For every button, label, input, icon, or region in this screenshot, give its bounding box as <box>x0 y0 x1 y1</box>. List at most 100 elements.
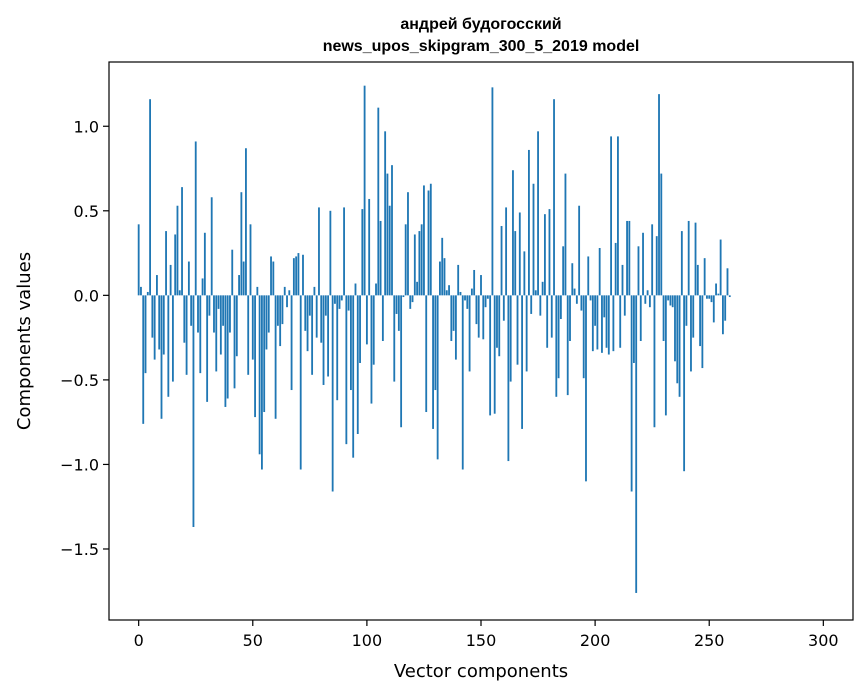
bar-115 <box>400 295 403 428</box>
bar-187 <box>564 173 567 296</box>
bar-28 <box>201 278 204 296</box>
bar-238 <box>680 231 683 296</box>
bar-225 <box>651 224 654 296</box>
bar-132 <box>439 261 441 296</box>
bar-127 <box>427 190 430 296</box>
bar-218 <box>635 295 638 593</box>
bar-79 <box>318 207 320 296</box>
bar-74 <box>306 295 309 352</box>
bar-133 <box>441 237 444 296</box>
x-tick-label: 250 <box>694 631 725 650</box>
x-tick-label: 300 <box>808 631 839 650</box>
y-tick-label: 0.0 <box>74 286 99 305</box>
bar-120 <box>411 295 414 303</box>
bar-90 <box>343 207 345 296</box>
bar-233 <box>669 295 672 306</box>
chart-title-line1: андрей будогосский <box>400 16 561 33</box>
bar-6 <box>151 295 154 338</box>
bar-45 <box>240 192 243 296</box>
bar-194 <box>580 295 583 311</box>
bar-89 <box>340 295 343 301</box>
bar-140 <box>457 264 460 296</box>
bar-178 <box>543 214 546 296</box>
bar-75 <box>308 295 311 316</box>
bar-8 <box>156 275 158 296</box>
bar-239 <box>683 295 686 472</box>
bar-240 <box>685 295 688 326</box>
bar-177 <box>541 281 544 296</box>
bar-213 <box>623 295 626 316</box>
bar-154 <box>489 295 492 416</box>
x-tick-label: 100 <box>352 631 383 650</box>
bar-183 <box>555 295 558 397</box>
bar-204 <box>603 295 606 318</box>
bar-205 <box>605 295 608 348</box>
bar-69 <box>295 256 298 296</box>
bar-99 <box>363 85 366 296</box>
bar-125 <box>423 185 425 296</box>
bar-252 <box>712 295 715 323</box>
bar-118 <box>407 192 409 296</box>
bar-116 <box>402 295 405 298</box>
bar-217 <box>633 295 635 363</box>
bar-58 <box>270 256 272 296</box>
bar-53 <box>258 295 261 455</box>
bar-258 <box>726 268 729 296</box>
bar-103 <box>372 295 375 365</box>
bar-230 <box>662 295 665 341</box>
bar-149 <box>477 295 480 338</box>
bar-42 <box>233 295 236 389</box>
bar-210 <box>617 136 619 296</box>
bar-189 <box>569 295 571 341</box>
bar-97 <box>359 295 361 363</box>
bar-212 <box>621 264 624 296</box>
bar-72 <box>302 254 304 296</box>
x-tick-label: 0 <box>134 631 144 650</box>
bar-151 <box>482 295 485 340</box>
bar-55 <box>263 295 266 413</box>
bar-165 <box>514 231 517 296</box>
x-tick-label: 50 <box>243 631 263 650</box>
bar-153 <box>486 295 489 299</box>
bar-18 <box>178 290 181 296</box>
bar-106 <box>379 220 382 296</box>
bar-188 <box>566 295 569 396</box>
bar-248 <box>703 258 706 296</box>
bar-216 <box>630 295 633 492</box>
bar-170 <box>525 295 528 372</box>
bar-87 <box>336 295 339 401</box>
bar-85 <box>331 295 334 492</box>
bar-128 <box>429 183 432 296</box>
bar-137 <box>450 295 453 341</box>
bar-126 <box>425 295 428 413</box>
bar-122 <box>416 281 419 296</box>
bar-135 <box>445 290 448 296</box>
x-tick-label: 200 <box>580 631 611 650</box>
bar-176 <box>539 295 542 316</box>
bar-44 <box>238 275 240 296</box>
bar-234 <box>671 295 674 308</box>
bar-100 <box>365 295 368 345</box>
bar-63 <box>281 295 284 325</box>
bar-195 <box>582 295 585 379</box>
bar-207 <box>610 136 612 296</box>
bar-196 <box>585 295 587 482</box>
bar-88 <box>338 295 341 309</box>
x-axis-ticks: 0 50 100 150 200 250 300 <box>134 620 839 650</box>
bar-130 <box>434 295 437 391</box>
bar-223 <box>646 290 649 296</box>
bar-179 <box>546 295 549 348</box>
bar-41 <box>231 249 234 296</box>
bar-108 <box>384 131 387 296</box>
bar-27 <box>199 295 202 374</box>
bar-237 <box>678 295 681 397</box>
bar-141 <box>459 291 462 296</box>
y-tick-label: 1.0 <box>74 117 99 136</box>
bar-157 <box>496 295 498 348</box>
x-axis-label: Vector components <box>394 661 568 682</box>
bar-38 <box>224 295 227 407</box>
bar-215 <box>628 220 631 296</box>
y-tick-label: 0.5 <box>74 202 99 221</box>
bar-160 <box>502 295 505 321</box>
bar-193 <box>578 205 581 296</box>
